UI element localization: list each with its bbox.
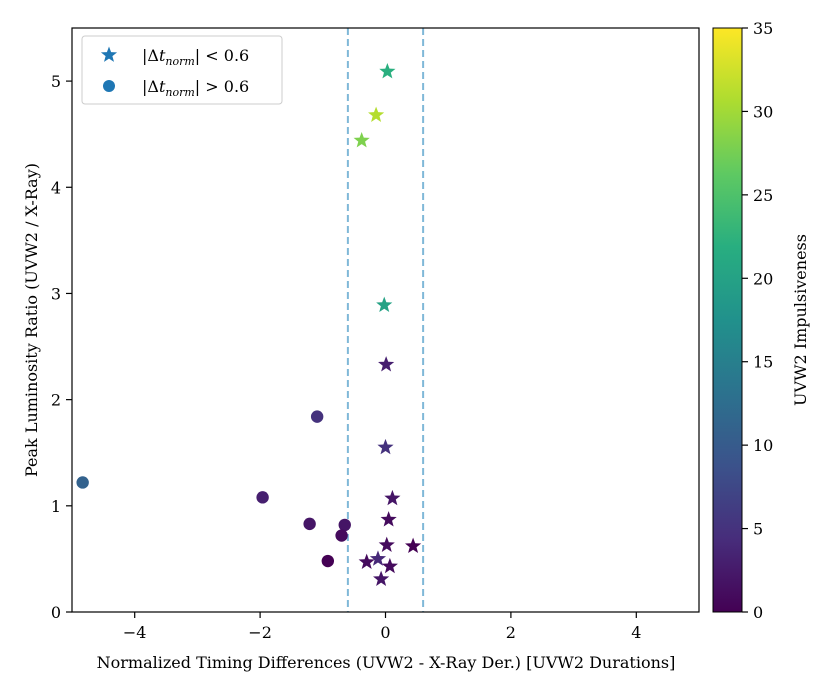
legend-box [81,35,283,105]
threshold-lines [346,28,425,612]
legend-entry-star: |Δtnorm| < 0.6 [142,46,249,68]
circle-point [76,476,89,489]
star-point [378,356,395,372]
star-point [405,537,422,554]
colorbar: 0 5 10 15 20 25 30 35 UVW2 Impulsiveness [712,19,810,622]
colorbar-label: UVW2 Impulsiveness [791,234,810,406]
legend: |Δtnorm| < 0.6 |Δtnorm| > 0.6 [81,35,283,105]
circle-point [338,518,351,532]
y-tick-label: 1 [51,497,61,516]
y-tick-label: 2 [51,391,61,410]
y-axis-ticks: 0 1 2 3 4 5 [51,72,72,622]
y-tick-label: 5 [51,72,61,91]
x-tick-label: −2 [248,623,272,642]
circle-point [310,410,324,423]
colorbar-tick-label: 30 [753,102,773,121]
colorbar-tick-label: 15 [753,353,773,372]
circle-point [256,491,269,504]
star-point [368,106,385,122]
x-tick-label: 2 [506,623,516,642]
y-tick-label: 3 [51,284,61,303]
colorbar-tick-label: 0 [753,603,763,622]
star-point [379,63,396,79]
circle-point [303,517,316,531]
star-point [376,296,393,313]
y-axis-label: Peak Luminosity Ratio (UVW2 / X-Ray) [22,163,41,477]
plot-background [72,28,699,612]
x-axis-ticks: −4 −2 0 2 4 [123,612,641,642]
x-tick-label: −4 [123,623,147,642]
x-axis-label: Normalized Timing Differences (UVW2 - X-… [97,653,676,672]
x-tick-label: 4 [631,623,641,642]
star-point [380,511,397,527]
star-point [381,557,398,574]
colorbar-tick-label: 10 [753,436,773,455]
colorbar-tick-label: 35 [753,19,773,38]
y-tick-label: 4 [51,178,61,197]
legend-circle-marker [103,80,115,92]
y-tick-label: 0 [51,603,61,622]
star-point [369,550,387,566]
circle-point [335,529,348,542]
x-tick-label: 0 [380,623,390,642]
colorbar-ticks: 0 5 10 15 20 25 30 35 [742,19,773,622]
star-point [378,536,395,552]
circle-point [321,554,335,568]
colorbar-tick-label: 25 [753,186,773,205]
star-point [358,553,375,569]
star-point [377,438,394,455]
legend-entry-circle: |Δtnorm| > 0.6 [142,77,249,99]
colorbar-tick-label: 5 [753,520,763,539]
star-point [384,489,401,506]
scatter-points [76,63,422,586]
star-point [353,132,370,148]
colorbar-tick-label: 20 [753,269,773,288]
star-point [373,570,390,586]
legend-star-marker [100,46,118,62]
colorbar-gradient [713,28,742,612]
colorbar-frame [712,27,743,613]
